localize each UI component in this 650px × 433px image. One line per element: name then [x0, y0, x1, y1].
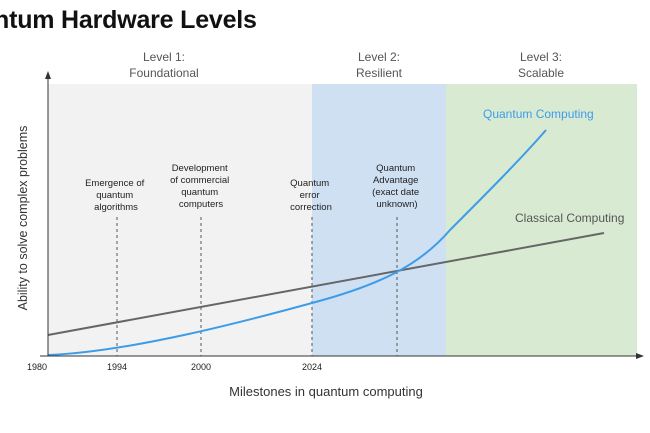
quantum-computing-curve [47, 129, 547, 356]
level-2-region [312, 84, 446, 356]
page-title: ntum Hardware Levels [0, 6, 257, 34]
level-3-title: Level 3: [520, 50, 562, 64]
classical-series-label: Classical Computing [515, 211, 624, 225]
x-tick-label: 1994 [107, 362, 127, 372]
y-axis-arrow [45, 71, 51, 79]
milestone-1-label: Emergence of quantum algorithms [85, 178, 147, 213]
level-3-region [446, 84, 637, 356]
level-2-subtitle: Resilient [356, 66, 403, 80]
level-1-title: Level 1: [143, 50, 185, 64]
quantum-series-label: Quantum Computing [483, 107, 594, 121]
level-1-region [48, 84, 312, 356]
x-tick-label: 2000 [191, 362, 211, 372]
x-tick-label: 1980 [27, 362, 47, 372]
level-1-subtitle: Foundational [129, 66, 198, 80]
milestone-3-label: Quantum error correction [290, 178, 332, 213]
level-3-subtitle: Scalable [518, 66, 564, 80]
x-tick-label: 2024 [302, 362, 322, 372]
x-axis-arrow [636, 353, 644, 359]
x-axis-label: Milestones in quantum computing [229, 384, 423, 399]
classical-computing-line [47, 232, 605, 336]
milestone-2-label: Development of commercial quantum comput… [170, 163, 232, 210]
milestone-4-label: Quantum Advantage (exact date unknown) [372, 163, 422, 210]
y-axis-label: Ability to solve complex problems [16, 126, 30, 311]
level-2-title: Level 2: [358, 50, 400, 64]
